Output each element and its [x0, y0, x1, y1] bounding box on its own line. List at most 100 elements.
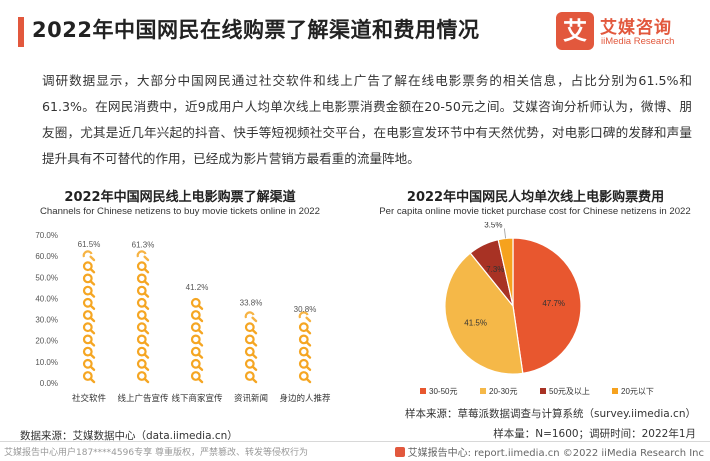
- bar: [190, 297, 204, 384]
- bar: [244, 311, 258, 384]
- data-label: 33.8%: [240, 299, 263, 308]
- bar: [298, 311, 312, 384]
- sample-size-note: 样本量：N=1600；调研时间：2022年1月: [493, 428, 696, 440]
- legend-swatch: [612, 388, 618, 394]
- y-tick-label: 10.0%: [35, 358, 58, 367]
- legend-label: 50元及以上: [549, 387, 590, 396]
- search-icon: [190, 297, 204, 311]
- search-icon: [136, 250, 150, 262]
- legend-swatch: [540, 388, 546, 394]
- search-icon: [136, 285, 150, 298]
- footer-credit-text: 艾媒报告中心: report.iimedia.cn ©2022 iiMedia …: [407, 448, 704, 459]
- search-icon: [298, 334, 312, 347]
- search-icon: [82, 322, 96, 335]
- logo-name-en: iiMedia Research: [601, 36, 675, 47]
- logo-name-cn: 艾媒咨询: [600, 18, 672, 38]
- data-label: 7.3%: [486, 265, 504, 274]
- pie-slice: [444, 252, 524, 375]
- search-icon: [136, 358, 150, 372]
- pie-slice: [512, 237, 582, 374]
- data-label: 30.8%: [294, 305, 317, 314]
- search-icon: [298, 358, 312, 372]
- search-icon: [82, 285, 96, 298]
- search-icon: [136, 334, 150, 347]
- bar: [136, 250, 150, 384]
- y-tick-label: 30.0%: [35, 316, 58, 325]
- legend-label: 30-50元: [429, 387, 457, 396]
- search-icon: [136, 346, 150, 359]
- data-label: 61.3%: [132, 240, 155, 249]
- search-icon: [244, 358, 258, 372]
- logo-mark: 艾: [556, 12, 594, 50]
- brand-logo: 艾 艾媒咨询 iiMedia Research: [556, 12, 706, 52]
- search-icon: [82, 358, 96, 372]
- x-tick-label: 线下商家宣传: [171, 393, 223, 403]
- data-source-note: 数据来源：艾媒数据中心（data.iimedia.cn）: [20, 430, 238, 442]
- legend-label: 20元以下: [621, 387, 654, 396]
- search-icon: [244, 371, 258, 384]
- pie-chart: 47.7% 41.5% 7.3% 3.5% 30-50元 20-30元 50元及以上 20元以…: [420, 222, 654, 396]
- search-icon: [190, 358, 204, 372]
- x-tick-label: 社交软件: [72, 393, 107, 403]
- report-center-icon: [394, 447, 405, 457]
- x-tick-label: 资讯新闻: [234, 393, 268, 403]
- search-icon: [136, 261, 150, 274]
- search-icon: [190, 346, 204, 359]
- search-icon: [244, 311, 258, 323]
- search-icon: [244, 334, 258, 347]
- bar-chart: 0.0% 10.0% 20.0% 30.0% 40.0% 50.0% 60.0% 70.0% 6…: [35, 231, 331, 403]
- search-icon: [298, 371, 312, 384]
- search-icon: [244, 322, 258, 335]
- legend-swatch: [480, 388, 486, 394]
- search-icon: [82, 310, 96, 323]
- search-icon: [190, 310, 204, 323]
- footer-credit: 艾媒报告中心: report.iimedia.cn ©2022 iiMedia …: [394, 444, 704, 459]
- y-tick-label: 60.0%: [35, 252, 58, 261]
- search-icon: [190, 322, 204, 335]
- legend-label: 20-30元: [489, 387, 517, 396]
- search-icon: [136, 322, 150, 335]
- x-tick-label: 线上广告宣传: [117, 393, 169, 403]
- bar: [82, 250, 96, 384]
- search-icon: [298, 311, 312, 323]
- search-icon: [82, 250, 96, 262]
- bar-chart-title: 2022年中国网民线上电影购票了解渠道: [64, 190, 296, 205]
- footer-divider: [0, 441, 710, 442]
- legend-swatch: [420, 388, 426, 394]
- search-icon: [136, 273, 150, 286]
- search-icon: [82, 334, 96, 347]
- y-tick-label: 0.0%: [40, 379, 58, 388]
- search-icon: [298, 322, 312, 335]
- search-icon: [244, 346, 258, 359]
- y-tick-label: 40.0%: [35, 294, 58, 303]
- legend: 30-50元 20-30元 50元及以上 20元以下: [420, 387, 654, 396]
- search-icon: [82, 273, 96, 286]
- pie-chart-title: 2022年中国网民人均单次线上电影购票费用: [406, 190, 665, 205]
- y-tick-label: 50.0%: [35, 273, 58, 282]
- data-label: 61.5%: [78, 240, 101, 249]
- y-tick-label: 70.0%: [35, 231, 58, 240]
- data-label: 3.5%: [484, 222, 502, 229]
- leader-line: [504, 228, 506, 239]
- title-accent-bar: [18, 17, 24, 47]
- x-tick-label: 身边的人推荐: [279, 393, 331, 403]
- search-icon: [82, 297, 96, 311]
- search-icon: [136, 371, 150, 384]
- search-icon: [82, 371, 96, 384]
- search-icon: [298, 346, 312, 359]
- search-icon: [82, 261, 96, 274]
- intro-paragraph: 调研数据显示，大部分中国网民通过社交软件和线上广告了解在线电影票务的相关信息，占…: [42, 73, 692, 166]
- pie-chart-subtitle: Per capita online movie ticket purchase …: [379, 206, 691, 217]
- search-icon: [190, 371, 204, 384]
- footer-watermark: 艾媒报告中心用户187****4596专享 尊重版权，严禁篡改、转发等侵权行为: [4, 448, 308, 458]
- sample-source-note: 样本来源：草莓派数据调查与计算系统（survey.iimedia.cn）: [405, 408, 696, 420]
- data-label: 41.2%: [186, 283, 209, 292]
- data-label: 47.7%: [542, 299, 565, 308]
- page-title: 2022年中国网民在线购票了解渠道和费用情况: [32, 18, 480, 42]
- search-icon: [136, 297, 150, 311]
- search-icon: [82, 346, 96, 359]
- y-tick-label: 20.0%: [35, 337, 58, 346]
- bar-chart-subtitle: Channels for Chinese netizens to buy mov…: [40, 206, 320, 217]
- search-icon: [136, 310, 150, 323]
- search-icon: [190, 334, 204, 347]
